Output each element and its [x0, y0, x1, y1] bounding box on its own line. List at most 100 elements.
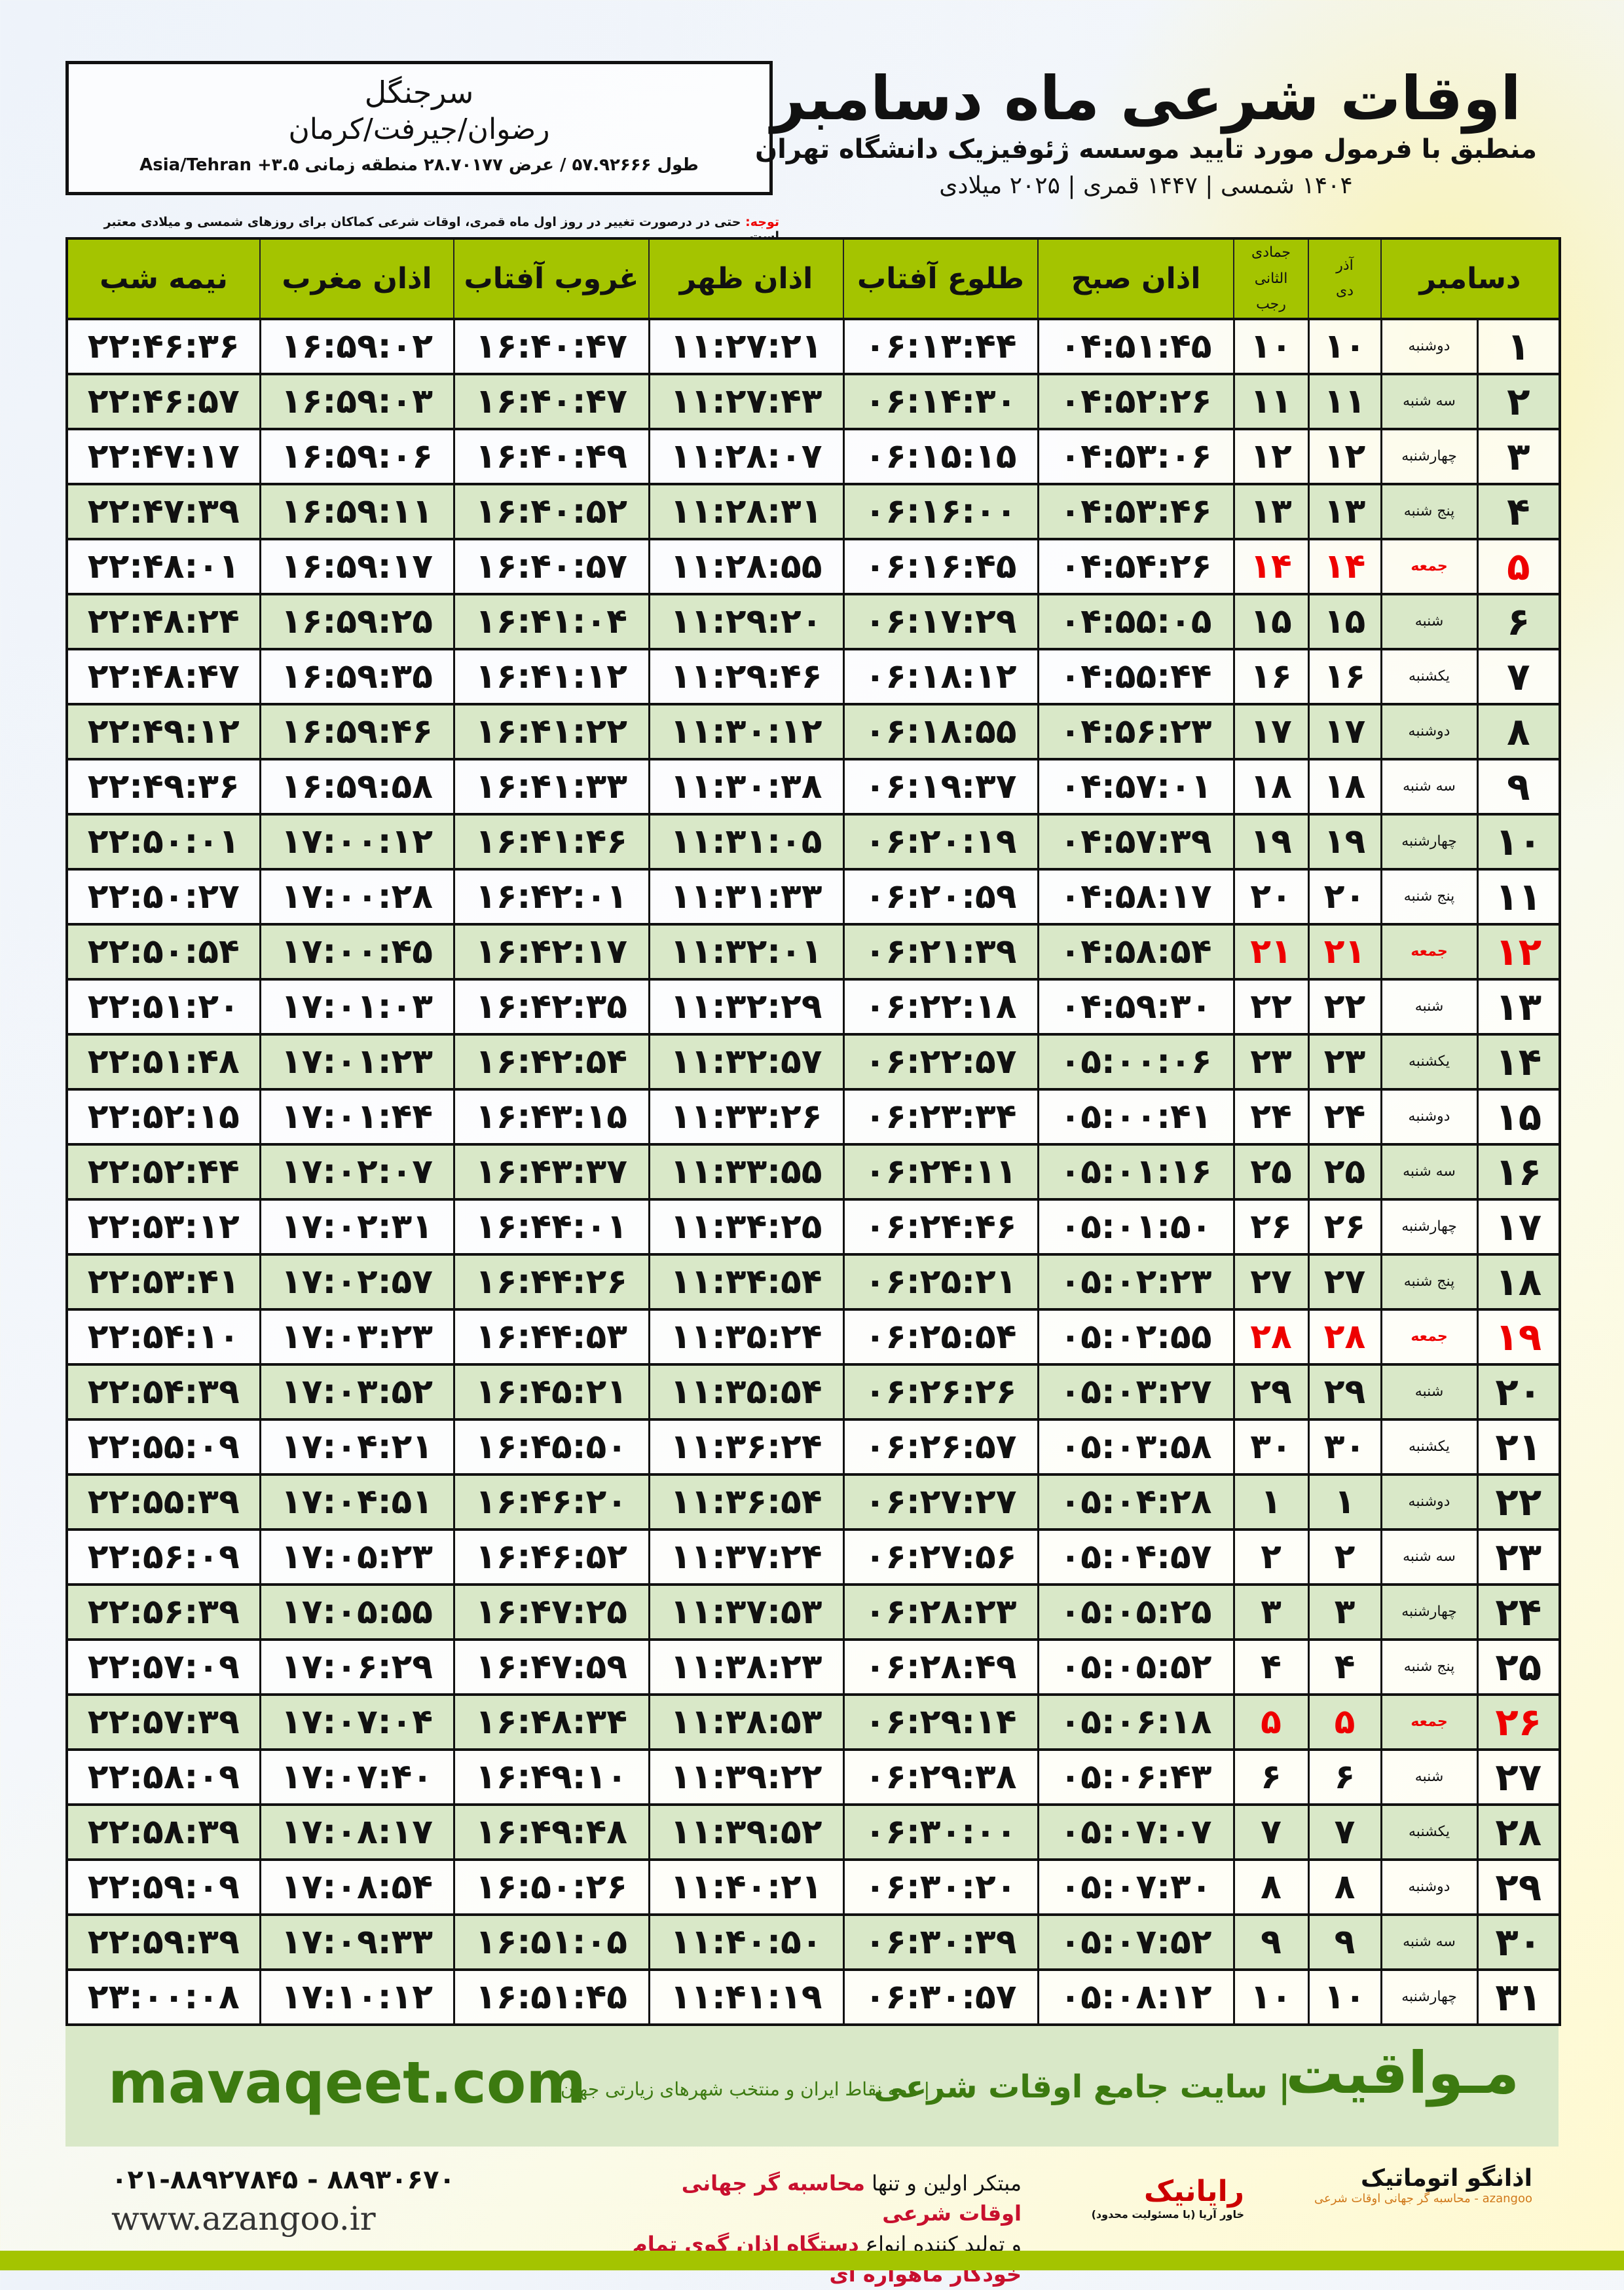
cell-sunset: ۱۶:۴۲:۳۵ — [452, 977, 650, 1036]
cell-maghrib: ۱۷:۰۱:۰۳ — [259, 977, 455, 1036]
cell-dhuhr: ۱۱:۳۷:۵۳ — [648, 1583, 845, 1641]
cell-sunset: ۱۶:۴۷:۵۹ — [452, 1638, 650, 1696]
cell-dhuhr: ۱۱:۳۴:۵۴ — [648, 1252, 845, 1311]
cell-day: ۲۵ — [1476, 1638, 1561, 1696]
table-row: ۲۴ چهارشنبه ۳ ۳ ۰۵:۰۵:۲۵ ۰۶:۲۸:۲۳ ۱۱:۳۷:۵۳ ۱۶:۴… — [65, 1583, 1561, 1641]
cell-day: ۲۳ — [1476, 1528, 1561, 1586]
cell-midnight: ۲۲:۵۰:۰۱ — [65, 812, 261, 871]
cell-midnight: ۲۲:۴۸:۴۷ — [65, 647, 261, 705]
coordinates: طول ۵۷.۹۲۶۶۶ / عرض ۲۸.۷۰۱۷۷ منطقه زمانی … — [139, 155, 699, 175]
table-row: ۱۹ جمعه ۲۸ ۲۸ ۰۵:۰۲:۵۵ ۰۶:۲۵:۵۴ ۱۱:۳۵:۲۴ ۱۶:۴۴:… — [65, 1307, 1561, 1366]
cell-hijri-day: ۱۴ — [1232, 537, 1310, 595]
cell-weekday: شنبه — [1380, 1362, 1479, 1421]
cell-sunrise: ۰۶:۲۹:۱۴ — [842, 1693, 1039, 1751]
cell-day: ۳۰ — [1476, 1913, 1561, 1971]
cell-shamsi-day: ۱۸ — [1307, 757, 1382, 816]
col-dhuhr: اذان ظهر — [648, 238, 843, 319]
cell-sunrise: ۰۶:۲۳:۳۴ — [842, 1087, 1039, 1146]
cell-day: ۱۲ — [1476, 922, 1561, 981]
cell-sunrise: ۰۶:۱۶:۴۵ — [842, 537, 1039, 595]
cell-maghrib: ۱۷:۰۰:۱۲ — [259, 812, 455, 871]
cell-weekday: چهارشنبه — [1380, 812, 1479, 871]
cell-dhuhr: ۱۱:۳۳:۵۵ — [648, 1142, 845, 1201]
azangoo-logo: اذانگو اتوماتیک azangoo - محاسبه گر جهانی… — [1314, 2165, 1532, 2206]
cell-shamsi-day: ۴ — [1307, 1638, 1382, 1696]
cell-sunrise: ۰۶:۲۲:۵۷ — [842, 1032, 1039, 1091]
table-row: ۲۷ شنبه ۶ ۶ ۰۵:۰۶:۴۳ ۰۶:۲۹:۳۸ ۱۱:۳۹:۲۲ ۱۶:۴۹:۱۰… — [65, 1748, 1561, 1806]
cell-maghrib: ۱۷:۰۴:۵۱ — [259, 1473, 455, 1531]
cell-hijri-day: ۵ — [1232, 1693, 1310, 1751]
cell-fajr: ۰۵:۰۶:۱۸ — [1037, 1693, 1235, 1751]
cell-dhuhr: ۱۱:۲۷:۴۳ — [648, 372, 845, 430]
cell-day: ۱ — [1476, 317, 1561, 375]
cell-weekday: شنبه — [1380, 977, 1479, 1036]
cell-dhuhr: ۱۱:۳۶:۵۴ — [648, 1473, 845, 1531]
cell-hijri-day: ۲۶ — [1232, 1197, 1310, 1256]
cell-shamsi-day: ۱۴ — [1307, 537, 1382, 595]
cell-maghrib: ۱۷:۰۲:۳۱ — [259, 1197, 455, 1256]
website-link[interactable]: mavaqeet.com — [108, 2049, 586, 2116]
cell-day: ۱۰ — [1476, 812, 1561, 871]
cell-hijri-day: ۲۷ — [1232, 1252, 1310, 1311]
cell-hijri-day: ۹ — [1232, 1913, 1310, 1971]
brand-tagline: | سایت جامع اوقات شرعی — [874, 2069, 1290, 2105]
title-block: اوقات شرعی ماه دسامبر منطبق با فرمول مور… — [753, 66, 1539, 199]
page-subtitle: منطبق با فرمول مورد تایید موسسه ژئوفیزیک… — [754, 134, 1538, 165]
bottom-strip — [0, 2251, 1624, 2270]
cell-fajr: ۰۴:۵۵:۴۴ — [1037, 647, 1235, 705]
cell-dhuhr: ۱۱:۲۹:۲۰ — [648, 592, 845, 650]
page-title: اوقات شرعی ماه دسامبر — [771, 64, 1521, 134]
cell-day: ۲۶ — [1476, 1693, 1561, 1751]
cell-weekday: دوشنبه — [1380, 1087, 1479, 1146]
cell-sunset: ۱۶:۴۴:۰۱ — [452, 1197, 650, 1256]
rayanik-logo: رایانیک خاور آریا (با مسئولیت محدود) — [1092, 2175, 1244, 2221]
cell-hijri-day: ۱۱ — [1232, 372, 1310, 430]
brand-subtext: | همه نقاط ایران و منتخب شهرهای زیارتی ج… — [560, 2078, 930, 2100]
cell-dhuhr: ۱۱:۳۱:۰۵ — [648, 812, 845, 871]
cell-fajr: ۰۵:۰۷:۳۰ — [1037, 1858, 1235, 1916]
table-row: ۲۵ پنج شنبه ۴ ۴ ۰۵:۰۵:۵۲ ۰۶:۲۸:۴۹ ۱۱:۳۸:۲۳ ۱۶:۴… — [65, 1638, 1561, 1696]
table-row: ۳ چهارشنبه ۱۲ ۱۲ ۰۴:۵۳:۰۶ ۰۶:۱۵:۱۵ ۱۱:۲۸:۰۷ ۱۶:… — [65, 427, 1561, 485]
cell-midnight: ۲۲:۵۳:۱۲ — [65, 1197, 261, 1256]
cell-sunrise: ۰۶:۲۴:۱۱ — [842, 1142, 1039, 1201]
azangoo-website[interactable]: www.azangoo.ir — [111, 2200, 376, 2238]
cell-sunset: ۱۶:۴۰:۵۷ — [452, 537, 650, 595]
cell-hijri-day: ۴ — [1232, 1638, 1310, 1696]
cell-maghrib: ۱۶:۵۹:۰۶ — [259, 427, 455, 485]
cell-midnight: ۲۲:۵۹:۳۹ — [65, 1913, 261, 1971]
col-hijri: جمادی الثانی رجب — [1233, 238, 1308, 319]
cell-sunrise: ۰۶:۱۶:۰۰ — [842, 482, 1039, 540]
table-row: ۱۶ سه شنبه ۲۵ ۲۵ ۰۵:۰۱:۱۶ ۰۶:۲۴:۱۱ ۱۱:۳۳:۵۵ ۱۶:… — [65, 1142, 1561, 1201]
cell-sunrise: ۰۶:۲۸:۴۹ — [842, 1638, 1039, 1696]
cell-shamsi-day: ۱۷ — [1307, 702, 1382, 760]
cell-sunrise: ۰۶:۳۰:۵۷ — [842, 1968, 1039, 2026]
cell-maghrib: ۱۶:۵۹:۴۶ — [259, 702, 455, 760]
cell-fajr: ۰۴:۵۱:۴۵ — [1037, 317, 1235, 375]
cell-sunrise: ۰۶:۲۵:۵۴ — [842, 1307, 1039, 1366]
cell-midnight: ۲۲:۵۹:۰۹ — [65, 1858, 261, 1916]
cell-day: ۲ — [1476, 372, 1561, 430]
footer: اذانگو اتوماتیک azangoo - محاسبه گر جهانی… — [65, 2162, 1559, 2287]
cell-dhuhr: ۱۱:۳۵:۵۴ — [648, 1362, 845, 1421]
cell-shamsi-day: ۳ — [1307, 1583, 1382, 1641]
cell-maghrib: ۱۷:۰۸:۱۷ — [259, 1803, 455, 1861]
cell-fajr: ۰۵:۰۳:۵۸ — [1037, 1417, 1235, 1476]
cell-weekday: پنج شنبه — [1380, 1252, 1479, 1311]
cell-midnight: ۲۲:۴۹:۳۶ — [65, 757, 261, 816]
cell-sunset: ۱۶:۴۳:۱۵ — [452, 1087, 650, 1146]
cell-shamsi-day: ۱۵ — [1307, 592, 1382, 650]
cell-dhuhr: ۱۱:۳۰:۱۲ — [648, 702, 845, 760]
cell-hijri-day: ۱۶ — [1232, 647, 1310, 705]
cell-day: ۱۴ — [1476, 1032, 1561, 1091]
cell-midnight: ۲۲:۵۱:۴۸ — [65, 1032, 261, 1091]
cell-hijri-day: ۲۲ — [1232, 977, 1310, 1036]
cell-maghrib: ۱۶:۵۹:۱۷ — [259, 537, 455, 595]
cell-midnight: ۲۲:۵۴:۱۰ — [65, 1307, 261, 1366]
cell-hijri-day: ۱۷ — [1232, 702, 1310, 760]
cell-day: ۱۸ — [1476, 1252, 1561, 1311]
cell-maghrib: ۱۷:۰۶:۲۹ — [259, 1638, 455, 1696]
cell-fajr: ۰۴:۵۴:۲۶ — [1037, 537, 1235, 595]
cell-fajr: ۰۴:۵۲:۲۶ — [1037, 372, 1235, 430]
cell-shamsi-day: ۹ — [1307, 1913, 1382, 1971]
azangoo-logo-sub: azangoo - محاسبه گر جهانی اوقات شرعی — [1314, 2192, 1532, 2206]
